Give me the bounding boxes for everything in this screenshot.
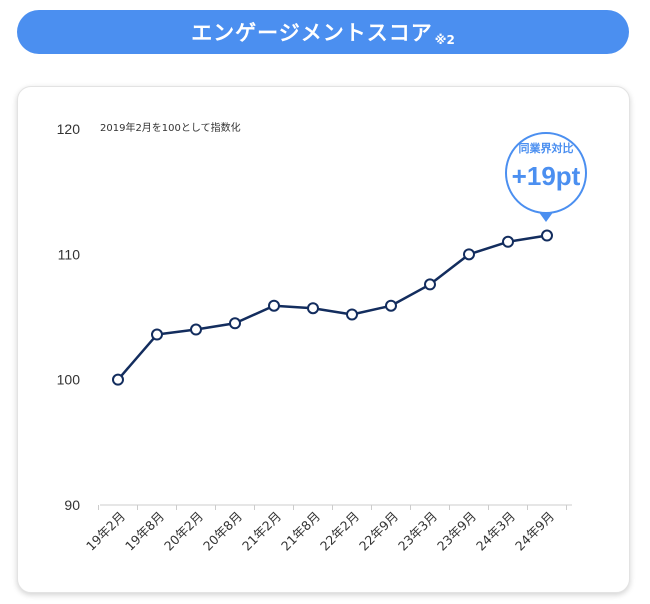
x-tick-label: 23年3月 xyxy=(395,509,440,554)
index-note: 2019年2月を100として指数化 xyxy=(100,121,241,134)
callout-circle xyxy=(505,132,587,214)
x-axis: 19年2月19年8月20年2月20年8月21年2月21年8月22年2月22年9月… xyxy=(83,504,572,554)
data-point xyxy=(190,323,202,336)
comparison-callout: 同業界対比 +19pt xyxy=(505,132,587,222)
title-footnote-mark: ※2 xyxy=(434,33,455,47)
data-point xyxy=(268,299,280,312)
x-tick-label: 22年2月 xyxy=(317,509,362,554)
data-point xyxy=(502,235,514,248)
title-banner: エンゲージメントスコア ※2 xyxy=(17,10,629,54)
data-point xyxy=(151,328,163,341)
x-tick-label: 23年9月 xyxy=(434,509,479,554)
data-point xyxy=(307,302,319,315)
x-tick-label: 19年8月 xyxy=(122,509,167,554)
data-point xyxy=(424,278,436,291)
x-tick-label: 19年2月 xyxy=(83,509,128,554)
x-tick-label: 20年8月 xyxy=(200,509,245,554)
data-point xyxy=(229,317,241,330)
y-tick-label: 90 xyxy=(64,497,80,513)
data-point xyxy=(385,299,397,312)
series xyxy=(112,229,553,386)
data-point xyxy=(463,248,475,261)
y-axis: 90 100 110 120 xyxy=(57,121,81,513)
data-point xyxy=(541,229,553,242)
x-tick-label: 21年2月 xyxy=(239,509,284,554)
data-point xyxy=(112,373,124,386)
series-line xyxy=(117,234,548,381)
callout-value: +19pt xyxy=(512,161,581,191)
y-tick-label: 110 xyxy=(58,246,81,262)
x-tick-label: 24年9月 xyxy=(512,509,557,554)
x-tick-label: 22年9月 xyxy=(356,509,401,554)
callout-label: 同業界対比 xyxy=(519,141,574,155)
x-tick-label: 20年2月 xyxy=(161,509,206,554)
x-tick-label: 21年8月 xyxy=(278,509,323,554)
y-tick-label: 100 xyxy=(57,372,81,388)
chart-title: エンゲージメントスコア xyxy=(191,21,433,45)
y-tick-label: 120 xyxy=(57,121,81,137)
chart-card: 2019年2月を100として指数化 90 100 110 120 19年2月 19年8月… xyxy=(17,86,630,593)
x-tick-label: 24年3月 xyxy=(473,509,518,554)
line-chart: 2019年2月を100として指数化 90 100 110 120 19年2月19年8月… xyxy=(57,121,587,554)
data-point xyxy=(346,308,358,321)
